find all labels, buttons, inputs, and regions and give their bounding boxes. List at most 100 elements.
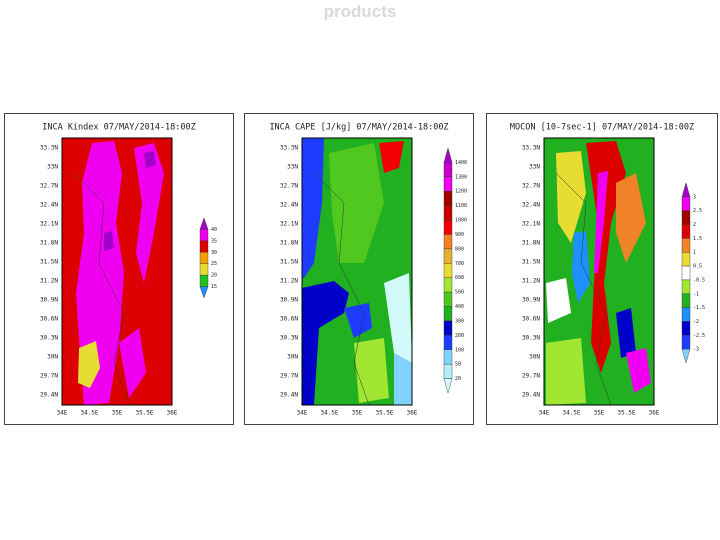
lat-label: 30.9N	[280, 297, 298, 304]
map-frame	[301, 137, 413, 406]
colorbar-segment	[443, 205, 453, 221]
colorbar-label: 800	[455, 246, 464, 252]
colorbar-label: -1	[693, 291, 699, 297]
colorbar-label: 1400	[455, 160, 467, 166]
lat-label: 33N	[287, 164, 298, 171]
colorbar-label: 20	[455, 376, 461, 382]
lat-label: 32.1N	[40, 221, 58, 228]
map-field-region	[104, 231, 114, 251]
colorbar-segment	[681, 265, 691, 281]
map-field-region	[572, 231, 590, 303]
colorbar-segment	[443, 219, 453, 235]
colorbar-segment	[681, 279, 691, 294]
map-field-region	[344, 303, 372, 338]
map-field-region	[76, 141, 124, 405]
colorbar-segment	[443, 248, 453, 264]
lat-label: 32.7N	[40, 183, 58, 190]
colorbar-label: -1.5	[693, 305, 705, 311]
border-line	[73, 172, 130, 406]
colorbar-segment	[443, 263, 453, 278]
lat-label: 29.7N	[522, 373, 540, 380]
map-title: INCA CAPE [J/kg] 07/MAY/2014-18:00Z	[269, 123, 448, 133]
lat-label: 33N	[47, 164, 58, 171]
map-field-region	[594, 171, 608, 273]
colorbar-label: 1000	[455, 218, 467, 224]
map-panel: INCA Kindex 07/MAY/2014-18:00Z 33.3N 33N 32…	[4, 113, 234, 425]
colorbar-label: 100	[455, 347, 464, 353]
lon-label: 35E	[594, 410, 605, 417]
colorbar-segment	[443, 176, 453, 192]
colorbar-label: 900	[455, 232, 464, 238]
colorbar-label: 25	[211, 261, 217, 267]
map-field-region	[556, 151, 586, 243]
map-field-region	[379, 141, 404, 173]
lat-label: 32.7N	[280, 183, 298, 190]
lat-label: 29.7N	[40, 373, 58, 380]
colorbar-segment	[443, 277, 453, 293]
map-title: MOCON [10-7sec-1] 07/MAY/2014-18:00Z	[510, 123, 694, 133]
lat-label: 30.9N	[522, 297, 540, 304]
lat-label: 30.3N	[522, 335, 540, 342]
lat-label: 32.1N	[522, 221, 540, 228]
map-field-region	[302, 281, 349, 405]
map-frame	[543, 137, 655, 406]
colorbar-label: 2.5	[693, 208, 702, 214]
map-field-region	[626, 348, 651, 393]
lat-label: 29.4N	[280, 392, 298, 399]
colorbar-label: 400	[455, 304, 464, 310]
colorbar-label: -0.5	[693, 277, 705, 283]
lat-label: 31.8N	[522, 240, 540, 247]
border-line	[313, 172, 370, 406]
map-field-region	[144, 151, 156, 168]
map-panel: INCA CAPE [J/kg] 07/MAY/2014-18:00Z 33.3N…	[244, 113, 474, 425]
slide-title: products	[323, 2, 397, 21]
lon-label: 34E	[297, 410, 308, 417]
lat-label: 31.5N	[522, 259, 540, 266]
map-field-region	[329, 143, 384, 263]
colorbar-label: 35	[211, 238, 217, 244]
colorbar-label: 3	[693, 194, 696, 200]
lat-label: 30.6N	[522, 316, 540, 323]
lat-label: 29.4N	[522, 392, 540, 399]
colorbar-label: 700	[455, 261, 464, 267]
lat-label: 31.2N	[522, 278, 540, 285]
colorbar-label: 500	[455, 290, 464, 296]
colorbar-segment	[199, 240, 209, 253]
lat-label: 31.2N	[40, 278, 58, 285]
colorbar-label: 20	[211, 273, 217, 279]
colorbar-segment	[443, 363, 453, 379]
lat-label: 30N	[529, 354, 540, 361]
colorbar-label: -2.5	[693, 333, 705, 339]
lon-label: 35E	[352, 410, 363, 417]
border-line	[555, 172, 612, 406]
map-field-region	[616, 173, 646, 263]
lat-label: 31.5N	[40, 259, 58, 266]
colorbar-cap	[443, 378, 453, 394]
colorbar-cap	[199, 286, 209, 299]
colorbar-label: 300	[455, 318, 464, 324]
lon-label: 34E	[539, 410, 550, 417]
lat-label: 32.4N	[280, 202, 298, 209]
colorbar-cap	[681, 348, 691, 364]
lat-label: 29.7N	[280, 373, 298, 380]
colorbar-segment	[443, 349, 453, 365]
colorbar-label: 200	[455, 333, 464, 339]
colorbar-label: -3	[693, 347, 699, 353]
colorbar-label: 0.5	[693, 264, 702, 270]
colorbar-segment	[681, 210, 691, 225]
map-field-region	[134, 143, 164, 283]
colorbar-segment	[681, 335, 691, 350]
colorbar-segment	[443, 234, 453, 250]
colorbar-label: 40	[211, 227, 217, 233]
lat-label: 32.4N	[40, 202, 58, 209]
colorbar-segment	[199, 229, 209, 242]
lat-label: 30N	[47, 354, 58, 361]
colorbar-label: 30	[211, 250, 217, 256]
lat-label: 30.3N	[280, 335, 298, 342]
lat-label: 30.9N	[40, 297, 58, 304]
lat-label: 31.8N	[40, 240, 58, 247]
lon-label: 36E	[407, 410, 418, 417]
lon-label: 35E	[112, 410, 123, 417]
lat-label: 32.7N	[522, 183, 540, 190]
colorbar-segment	[681, 252, 691, 267]
